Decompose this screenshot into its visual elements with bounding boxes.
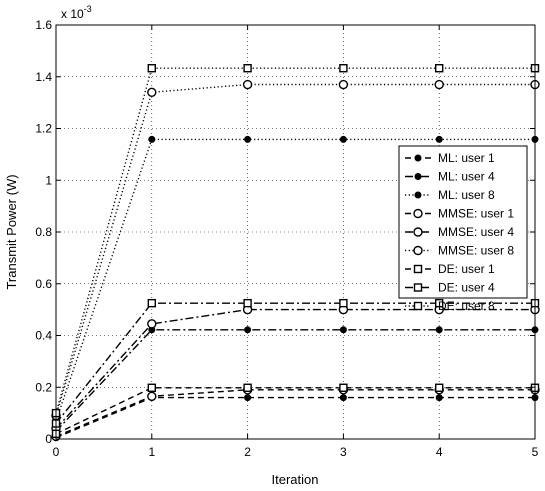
legend-label: DE: user 4 <box>438 281 495 295</box>
data-point <box>339 383 348 392</box>
y-tick-label: 1.6 <box>35 18 52 32</box>
data-point <box>435 64 444 73</box>
series-line <box>55 302 535 424</box>
data-point <box>148 135 156 143</box>
legend-label: MMSE: user 8 <box>438 244 514 258</box>
series-line <box>55 329 535 432</box>
data-point <box>339 64 348 73</box>
data-point <box>243 64 252 73</box>
data-point <box>147 319 157 329</box>
legend-label: ML: user 1 <box>438 151 495 165</box>
data-point <box>435 383 444 392</box>
x-axis-label: Iteration <box>272 472 319 487</box>
legend-label: MMSE: user 4 <box>438 225 514 239</box>
data-point <box>147 298 157 308</box>
legend-marker <box>414 173 422 180</box>
data-point <box>435 326 443 334</box>
series-line <box>55 83 535 416</box>
legend-item: MMSE: user 4 <box>405 225 514 239</box>
legend-item: DE: user 8 <box>405 299 495 313</box>
y-tick-label: 1.4 <box>35 70 52 84</box>
y-tick-label: 0.8 <box>35 225 52 239</box>
series-line <box>55 308 535 430</box>
data-point <box>244 394 252 402</box>
x-tick-label: 0 <box>53 445 60 459</box>
data-point <box>338 79 349 90</box>
legend-label: MMSE: user 1 <box>438 207 514 221</box>
ticks: 0 1 2 3 4 5 0 0.2 0.4 0.6 0.8 1 1.2 1.4 1.6 <box>35 18 538 459</box>
legend-marker <box>413 264 423 274</box>
data-point <box>435 135 443 143</box>
data-point <box>434 79 444 90</box>
y-axis-label: Transmit Power (W) <box>4 174 19 289</box>
x-tick-label: 3 <box>340 445 347 459</box>
data-point <box>147 64 157 73</box>
data-point <box>147 383 157 392</box>
legend-marker <box>413 301 423 311</box>
y-tick-label: 0.6 <box>35 277 52 291</box>
data-point <box>147 391 157 402</box>
legend-marker <box>413 283 423 292</box>
legend-item: MMSE: user 1 <box>405 207 514 221</box>
series-layer <box>51 64 540 442</box>
data-point <box>435 298 444 308</box>
y-tick-label: 0 <box>45 432 52 446</box>
data-point <box>242 79 253 90</box>
legend-item: MMSE: user 8 <box>405 244 514 258</box>
legend-marker <box>414 154 422 162</box>
legend-marker <box>414 191 422 199</box>
data-point <box>339 298 348 308</box>
data-point <box>244 135 252 143</box>
y-tick-label: 1.2 <box>35 122 52 136</box>
legend-item: DE: user 1 <box>405 262 495 276</box>
legend-item: ML: user 4 <box>405 170 495 184</box>
series-de-user-8 <box>51 64 540 418</box>
legend-marker <box>413 227 423 237</box>
legend-marker <box>413 208 423 219</box>
legend-label: DE: user 1 <box>438 262 495 276</box>
y-tick-label: 0.4 <box>35 329 52 343</box>
legend-label: ML: user 4 <box>438 170 495 184</box>
data-point <box>435 394 443 402</box>
series-line <box>55 138 535 422</box>
data-point <box>339 326 347 334</box>
y-tick-label: 1 <box>45 173 52 187</box>
data-point <box>147 87 157 97</box>
legend-marker <box>413 245 423 256</box>
legend-item: ML: user 8 <box>405 188 495 202</box>
legend-label: ML: user 8 <box>438 188 495 202</box>
data-point <box>243 383 252 392</box>
data-point <box>339 394 347 402</box>
data-point <box>243 298 252 308</box>
legend-item: DE: user 4 <box>405 281 495 295</box>
legend-item: ML: user 1 <box>405 151 495 165</box>
data-point <box>339 135 347 143</box>
x-tick-label: 2 <box>244 445 251 459</box>
x-tick-label: 4 <box>436 445 443 459</box>
data-point <box>244 326 252 334</box>
legend: ML: user 1 ML: user 4 ML: user 8 MMSE: user… <box>398 145 528 313</box>
y-scale-label: x 10-3 <box>61 4 92 21</box>
y-tick-label: 0.2 <box>35 380 52 394</box>
legend-label: DE: user 8 <box>438 299 495 313</box>
x-tick-label: 1 <box>148 445 155 459</box>
x-tick-label: 5 <box>532 445 539 459</box>
